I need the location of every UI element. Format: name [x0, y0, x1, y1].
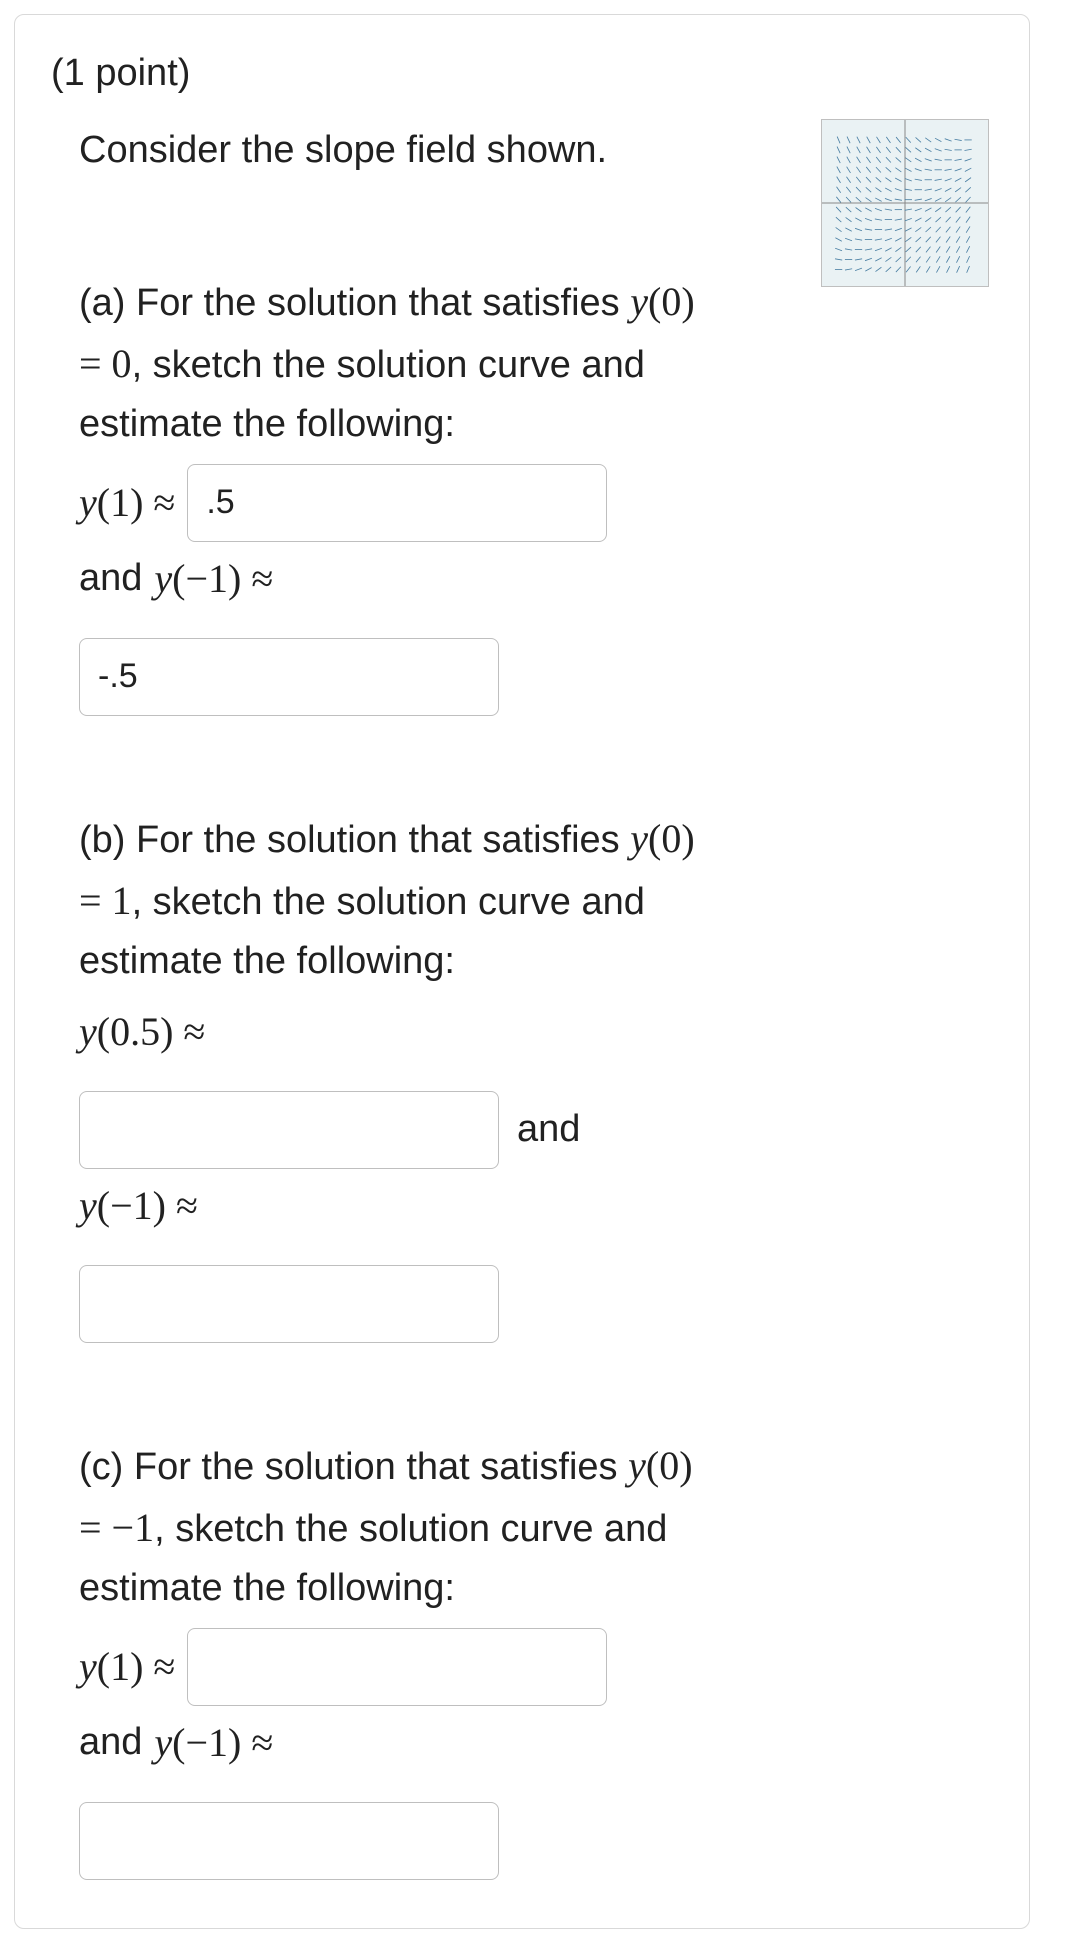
part-a-q1-label: y(1) ≈: [79, 472, 175, 534]
part-b-q1-input[interactable]: [79, 1091, 499, 1169]
part-b-q2-input[interactable]: [79, 1265, 499, 1343]
part-b-q1-label: y(0.5) ≈: [79, 1001, 205, 1063]
part-a: (a) For the solution that satisfies y(0)…: [79, 271, 719, 716]
part-c-between: and: [79, 1713, 142, 1772]
intro-text: Consider the slope field shown.: [79, 122, 791, 179]
part-c-q1-row: y(1) ≈: [79, 1628, 719, 1706]
part-b-prompt-pre: (b) For the solution that satisfies: [79, 819, 630, 861]
part-b-q2-label: y(−1) ≈: [79, 1175, 198, 1237]
part-a-prompt-pre: (a) For the solution that satisfies: [79, 282, 630, 324]
part-b-prompt-post: , sketch the solution curve and estimate…: [79, 881, 645, 982]
part-c-prompt-post: , sketch the solution curve and estimate…: [79, 1508, 667, 1609]
part-a-q1-input[interactable]: [187, 464, 607, 542]
part-a-prompt-post: , sketch the solution curve and estimate…: [79, 344, 645, 445]
slope-field-thumbnail[interactable]: [821, 119, 989, 287]
part-c-q1-input[interactable]: [187, 1628, 607, 1706]
part-a-q2-label: y(−1) ≈: [154, 548, 273, 610]
points-label: (1 point): [51, 45, 791, 102]
part-c-prompt-pre: (c) For the solution that satisfies: [79, 1446, 628, 1488]
part-c: (c) For the solution that satisfies y(0)…: [79, 1435, 719, 1880]
part-c-q2-row: and y(−1) ≈: [79, 1712, 719, 1880]
part-c-q1-label: y(1) ≈: [79, 1636, 175, 1698]
part-c-q2-input[interactable]: [79, 1802, 499, 1880]
part-a-q1-row: y(1) ≈: [79, 464, 719, 542]
part-a-q2-row: and y(−1) ≈: [79, 548, 719, 716]
header-text: (1 point) Consider the slope field shown…: [51, 45, 791, 179]
part-b: (b) For the solution that satisfies y(0)…: [79, 808, 719, 1343]
problem-card: (1 point) Consider the slope field shown…: [14, 14, 1030, 1929]
part-b-q1-row: y(0.5) ≈ and: [79, 1001, 719, 1169]
part-a-between: and: [79, 549, 142, 608]
part-b-between: and: [517, 1100, 580, 1159]
part-b-q2-row: y(−1) ≈: [79, 1175, 719, 1343]
part-c-q2-label: y(−1) ≈: [154, 1712, 273, 1774]
part-a-q2-input[interactable]: [79, 638, 499, 716]
